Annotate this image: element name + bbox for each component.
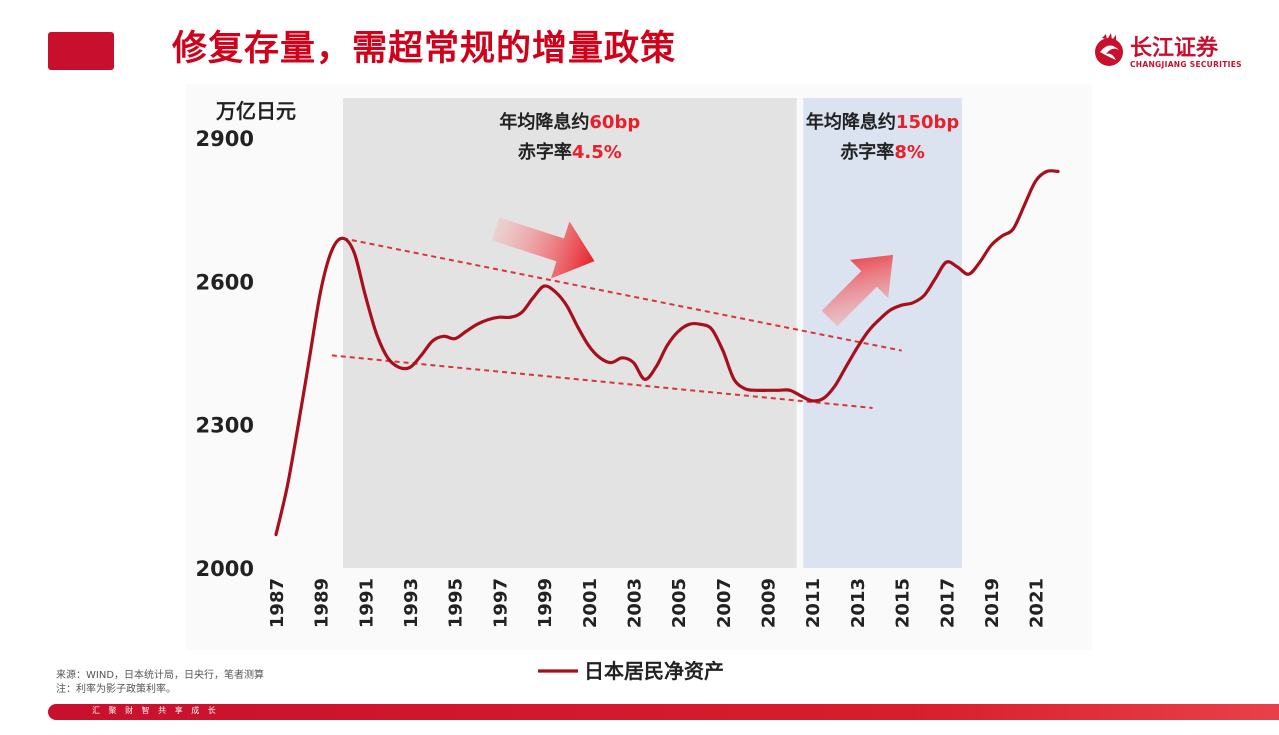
up-trend-arrow-icon — [821, 254, 894, 327]
note-line: 注：利率为影子政策利率。 — [56, 684, 176, 695]
band-label-deficit: 赤字率8% — [840, 141, 925, 163]
footer-bar — [48, 704, 1279, 720]
source-line: 来源：WIND，日本统计局，日央行，笔者测算 — [56, 670, 265, 681]
x-tick-label: 1999 — [535, 578, 556, 628]
band-label-rate: 年均降息约150bp — [806, 111, 959, 133]
logo-text-cn: 长江证券 — [1130, 36, 1219, 61]
footer-slogan: 汇 聚 财 智 共 享 成 长 — [92, 706, 219, 715]
page-title: 修复存量，需超常规的增量政策 — [172, 29, 677, 69]
y-tick-label: 2300 — [196, 414, 254, 438]
company-logo: 长江证券 CHANGJIANG SECURITIES — [1092, 28, 1252, 74]
y-tick-label: 2900 — [196, 127, 254, 151]
y-axis-unit: 万亿日元 — [215, 99, 296, 123]
x-tick-label: 2007 — [714, 578, 735, 628]
x-tick-label: 1987 — [267, 578, 288, 628]
period-band-gray — [343, 98, 797, 568]
dragon-logo-icon — [1095, 33, 1123, 66]
x-tick-label: 1995 — [446, 578, 467, 628]
x-tick-label: 1993 — [401, 578, 422, 628]
x-tick-label: 1997 — [490, 578, 511, 628]
x-tick-label: 2015 — [893, 578, 914, 628]
x-tick-label: 2005 — [669, 578, 690, 628]
x-tick-label: 2013 — [848, 578, 869, 628]
down-trend-arrow-icon — [491, 217, 595, 279]
x-tick-label: 2017 — [937, 578, 958, 628]
lower-trendline — [331, 354, 873, 409]
x-tick-label: 2021 — [1027, 578, 1048, 628]
period-band-blue — [803, 98, 962, 568]
x-tick-label: 2011 — [803, 578, 824, 628]
header-accent-block — [48, 32, 114, 70]
source-note: 来源：WIND，日本统计局，日央行，笔者测算 注：利率为影子政策利率。 — [56, 669, 264, 697]
band-label-deficit: 赤字率4.5% — [518, 141, 622, 163]
legend-label: 日本居民净资产 — [584, 659, 724, 683]
x-tick-label: 2019 — [982, 578, 1003, 628]
upper-trendline — [342, 237, 902, 352]
x-tick-label: 1991 — [356, 578, 377, 628]
series-line-net-assets — [274, 169, 1060, 537]
x-tick-label: 2001 — [580, 578, 601, 628]
logo-text-en: CHANGJIANG SECURITIES — [1130, 60, 1242, 69]
y-tick-label: 2000 — [196, 557, 254, 581]
x-tick-label: 2003 — [625, 578, 646, 628]
band-label-rate: 年均降息约60bp — [499, 111, 640, 133]
y-tick-label: 2600 — [196, 270, 254, 294]
x-tick-label: 2009 — [759, 578, 780, 628]
x-tick-label: 1989 — [312, 578, 333, 628]
